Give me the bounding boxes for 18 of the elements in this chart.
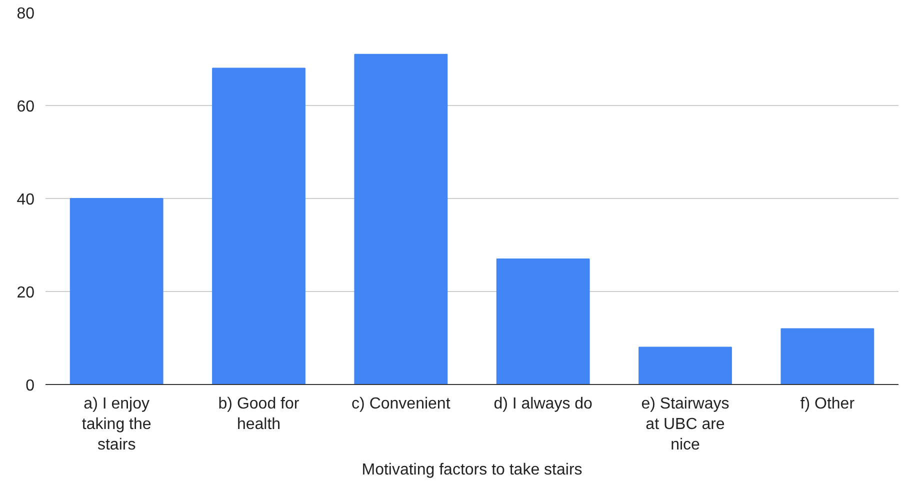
x-tick-label: f) Other (800, 396, 856, 412)
y-tick-label: 0 (26, 378, 35, 394)
bar (212, 68, 306, 384)
bar (70, 198, 164, 384)
bar (354, 54, 448, 384)
x-axis-title: Motivating factors to take stairs (362, 461, 582, 478)
y-tick-label: 20 (16, 284, 35, 302)
bar (638, 346, 732, 384)
bar (496, 258, 590, 384)
x-tick-label: c) Convenient (352, 396, 451, 412)
x-tick-label: a) I enjoy taking the stairs (82, 396, 152, 454)
x-tick-label: d) I always do (494, 396, 593, 412)
x-tick-label: e) Stairways at UBC are nice (641, 396, 730, 454)
y-tick-label: 80 (16, 6, 35, 22)
y-tick-label: 40 (16, 192, 35, 208)
y-tick-label: 60 (16, 98, 35, 116)
x-tick-label: b) Good for health (218, 396, 300, 433)
bar (780, 328, 874, 384)
